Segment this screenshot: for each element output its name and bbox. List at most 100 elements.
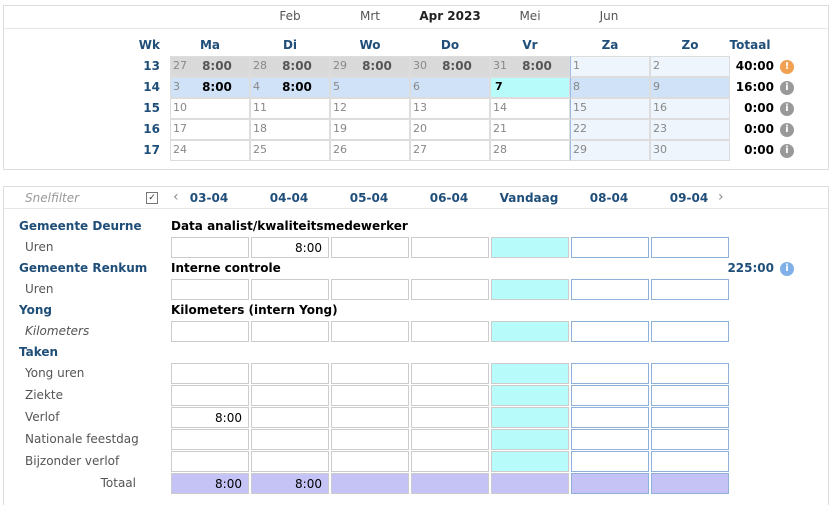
time-input[interactable] [251,429,329,450]
time-input[interactable] [651,429,729,450]
day-cell[interactable] [170,140,250,161]
day-cell[interactable] [650,77,730,98]
info-icon[interactable]: i [780,262,794,276]
time-input[interactable] [571,407,649,428]
time-input[interactable] [251,279,329,300]
day-cell[interactable] [650,56,730,77]
day-cell[interactable] [410,119,490,140]
day-cell[interactable] [570,56,650,77]
time-input[interactable] [251,385,329,406]
time-input[interactable] [491,363,569,384]
time-input[interactable] [411,473,489,494]
time-input[interactable] [651,451,729,472]
time-input[interactable] [171,237,249,258]
day-cell[interactable] [570,98,650,119]
day-cell[interactable] [250,56,330,77]
time-input[interactable] [651,407,729,428]
time-input[interactable] [331,429,409,450]
day-cell[interactable] [410,98,490,119]
time-input[interactable] [171,385,249,406]
day-cell[interactable] [490,56,570,77]
time-input[interactable] [651,385,729,406]
checkbox[interactable]: ✓ [146,192,158,204]
time-input[interactable] [651,279,729,300]
time-input[interactable] [331,473,409,494]
time-input[interactable]: 8:00 [251,237,329,258]
day-cell[interactable] [330,77,410,98]
day-cell[interactable] [650,119,730,140]
time-input[interactable] [251,321,329,342]
nav-prev[interactable]: ‹ [173,189,179,205]
nav-next[interactable]: › [718,189,724,205]
day-cell[interactable] [490,77,570,98]
day-cell[interactable] [170,119,250,140]
time-input[interactable] [411,385,489,406]
time-input[interactable] [491,385,569,406]
day-cell[interactable] [570,140,650,161]
time-input[interactable] [171,451,249,472]
time-input[interactable] [171,279,249,300]
month-tab[interactable]: Feb [279,9,301,23]
time-input[interactable] [411,279,489,300]
time-input[interactable] [331,385,409,406]
time-input[interactable] [651,321,729,342]
time-input[interactable] [651,363,729,384]
time-input[interactable] [251,363,329,384]
day-cell[interactable] [250,98,330,119]
time-input[interactable] [571,473,649,494]
day-cell[interactable] [330,56,410,77]
time-input[interactable] [171,321,249,342]
time-input[interactable] [331,407,409,428]
time-input[interactable] [651,237,729,258]
time-input[interactable] [171,429,249,450]
month-tab[interactable]: Apr 2023 [419,9,481,23]
day-cell[interactable] [490,98,570,119]
time-input[interactable] [491,451,569,472]
info-icon[interactable]: ! [780,60,794,74]
month-tab[interactable]: Jun [599,9,619,23]
time-input[interactable] [491,279,569,300]
time-input[interactable]: 8:00 [171,473,249,494]
time-input[interactable] [331,451,409,472]
time-input[interactable] [411,451,489,472]
time-input[interactable] [411,321,489,342]
info-icon[interactable]: i [780,123,794,137]
day-cell[interactable] [410,56,490,77]
day-cell[interactable] [170,56,250,77]
time-input[interactable] [571,385,649,406]
day-cell[interactable] [250,77,330,98]
time-input[interactable] [571,451,649,472]
day-cell[interactable] [250,119,330,140]
day-cell[interactable] [170,98,250,119]
info-icon[interactable]: i [780,102,794,116]
time-input[interactable] [171,363,249,384]
time-input[interactable] [331,363,409,384]
day-cell[interactable] [650,140,730,161]
time-input[interactable] [251,407,329,428]
time-input[interactable] [571,363,649,384]
time-input[interactable] [411,407,489,428]
day-cell[interactable] [570,77,650,98]
day-cell[interactable] [410,140,490,161]
time-input[interactable] [331,321,409,342]
day-cell[interactable] [170,77,250,98]
quick-filter[interactable]: Snelfilter [25,191,80,205]
time-input[interactable] [571,279,649,300]
day-cell[interactable] [330,119,410,140]
day-cell[interactable] [490,140,570,161]
time-input[interactable] [571,429,649,450]
time-input[interactable]: 8:00 [251,473,329,494]
day-cell[interactable] [650,98,730,119]
day-cell[interactable] [490,119,570,140]
time-input[interactable] [491,321,569,342]
info-icon[interactable]: i [780,144,794,158]
day-cell[interactable] [250,140,330,161]
time-input[interactable] [491,237,569,258]
time-input[interactable] [571,237,649,258]
time-input[interactable] [251,451,329,472]
info-icon[interactable]: i [780,81,794,95]
time-input[interactable] [491,429,569,450]
day-cell[interactable] [410,77,490,98]
month-tab[interactable]: Mrt [360,9,380,23]
time-input[interactable] [491,473,569,494]
